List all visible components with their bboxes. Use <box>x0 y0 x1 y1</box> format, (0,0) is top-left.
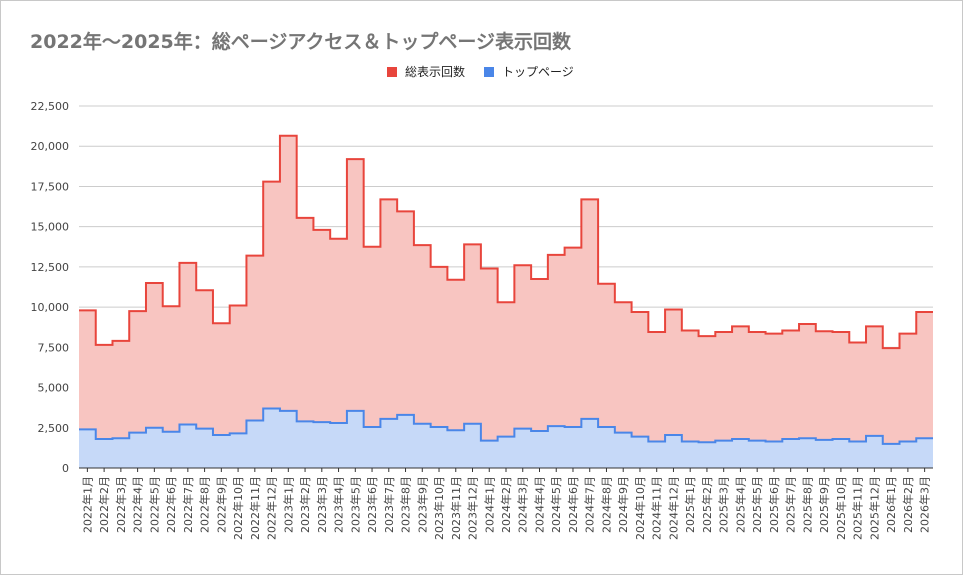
x-tick-label: 2024年8月 <box>599 476 613 533</box>
x-tick-label: 2024年4月 <box>532 476 546 533</box>
y-tick-label: 2,500 <box>38 422 70 435</box>
x-tick-label: 2024年7月 <box>583 476 597 533</box>
y-tick-label: 10,000 <box>31 301 70 314</box>
y-tick-label: 0 <box>62 462 69 475</box>
y-tick-label: 22,500 <box>31 100 70 113</box>
x-tick-label: 2025年2月 <box>700 476 714 533</box>
x-tick-label: 2025年9月 <box>817 476 831 533</box>
legend-swatch-0 <box>387 67 397 77</box>
x-tick-label: 2022年6月 <box>164 476 178 533</box>
x-tick-label: 2022年5月 <box>147 476 161 533</box>
x-tick-label: 2023年7月 <box>382 476 396 533</box>
x-tick-label: 2026年2月 <box>901 476 915 533</box>
x-tick-label: 2023年2月 <box>298 476 312 533</box>
x-tick-label: 2024年5月 <box>549 476 563 533</box>
x-tick-label: 2023年10月 <box>432 476 446 540</box>
x-tick-label: 2022年7月 <box>181 476 195 533</box>
x-tick-label: 2026年1月 <box>884 476 898 533</box>
x-tick-label: 2022年8月 <box>198 476 212 533</box>
x-tick-label: 2025年12月 <box>867 476 881 540</box>
y-tick-label: 17,500 <box>31 180 70 193</box>
x-tick-label: 2024年9月 <box>616 476 630 533</box>
legend-swatch-1 <box>484 67 494 77</box>
y-tick-label: 12,500 <box>31 261 70 274</box>
x-tick-label: 2023年1月 <box>281 476 295 533</box>
x-tick-label: 2022年12月 <box>265 476 279 540</box>
legend-label-0: 総表示回数 <box>405 64 465 79</box>
legend-label-1: トップページ <box>502 65 574 79</box>
x-tick-label: 2024年1月 <box>482 476 496 533</box>
x-tick-label: 2025年6月 <box>767 476 781 533</box>
x-tick-label: 2023年11月 <box>449 476 463 540</box>
x-tick-label: 2025年4月 <box>733 476 747 533</box>
x-tick-label: 2023年6月 <box>365 476 379 533</box>
x-tick-label: 2024年10月 <box>633 476 647 540</box>
x-tick-label: 2024年3月 <box>516 476 530 533</box>
x-tick-label: 2025年3月 <box>717 476 731 533</box>
x-tick-label: 2024年2月 <box>499 476 513 533</box>
x-tick-label: 2023年9月 <box>415 476 429 533</box>
x-tick-label: 2022年11月 <box>248 476 262 540</box>
x-tick-label: 2024年6月 <box>566 476 580 533</box>
x-tick-label: 2023年12月 <box>466 476 480 540</box>
x-tick-label: 2023年8月 <box>399 476 413 533</box>
x-tick-label: 2022年10月 <box>231 476 245 540</box>
y-tick-label: 15,000 <box>31 221 70 234</box>
x-tick-label: 2023年4月 <box>332 476 346 533</box>
series-area-1 <box>79 408 933 468</box>
x-tick-label: 2025年10月 <box>834 476 848 540</box>
y-tick-label: 20,000 <box>31 140 70 153</box>
x-tick-label: 2023年5月 <box>348 476 362 533</box>
x-tick-label: 2025年7月 <box>784 476 798 533</box>
y-tick-label: 7,500 <box>38 341 70 354</box>
x-tick-label: 2026年3月 <box>918 476 932 533</box>
x-tick-label: 2022年2月 <box>97 476 111 533</box>
chart-title: 2022年～2025年：総ページアクセス＆トップページ表示回数 <box>30 31 572 53</box>
x-tick-label: 2025年11月 <box>851 476 865 540</box>
x-tick-label: 2024年11月 <box>650 476 664 540</box>
x-tick-label: 2022年9月 <box>214 476 228 533</box>
series-line-1 <box>79 407 933 445</box>
x-tick-label: 2025年1月 <box>683 476 697 533</box>
x-tick-label: 2022年1月 <box>80 476 94 533</box>
series-line-0 <box>79 134 933 350</box>
x-tick-label: 2022年4月 <box>131 476 145 533</box>
y-tick-label: 5,000 <box>38 382 70 395</box>
x-tick-label: 2025年5月 <box>750 476 764 533</box>
x-tick-label: 2023年3月 <box>315 476 329 533</box>
x-tick-label: 2024年12月 <box>666 476 680 540</box>
x-tick-label: 2022年3月 <box>114 476 128 533</box>
x-tick-label: 2025年8月 <box>800 476 814 533</box>
series-area-0 <box>79 135 933 468</box>
